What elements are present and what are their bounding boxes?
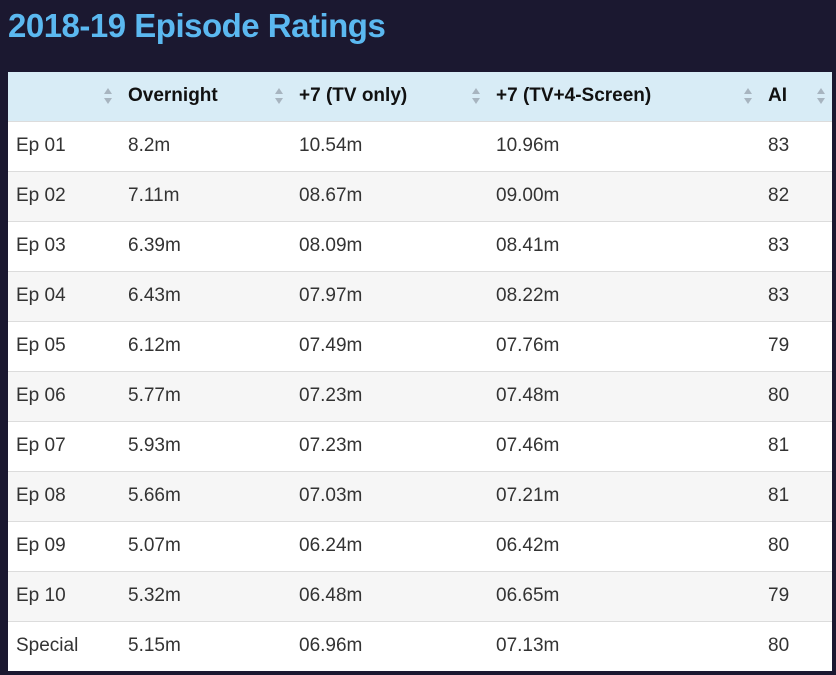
- table-header: Overnight +7 (TV only) +7 (TV+4-Screen): [8, 72, 832, 121]
- plus7-tv-4-screen-cell: 08.41m: [487, 220, 759, 271]
- plus7-tv-only-cell: 07.03m: [290, 470, 487, 521]
- table-row: Ep 06 5.77m 07.23m 07.48m 80: [8, 370, 832, 421]
- ratings-table-container: Overnight +7 (TV only) +7 (TV+4-Screen): [8, 72, 832, 671]
- overnight-cell: 6.39m: [119, 220, 290, 271]
- sort-arrows-icon[interactable]: [274, 86, 284, 106]
- column-header-plus7-tv-4-screen[interactable]: +7 (TV+4-Screen): [487, 72, 759, 121]
- table-row: Ep 04 6.43m 07.97m 08.22m 83: [8, 270, 832, 321]
- table-row: Ep 07 5.93m 07.23m 07.46m 81: [8, 420, 832, 471]
- episode-cell: Ep 09: [8, 520, 119, 571]
- plus7-tv-only-cell: 08.67m: [290, 170, 487, 221]
- table-row: Ep 01 8.2m 10.54m 10.96m 83: [8, 120, 832, 171]
- plus7-tv-only-cell: 06.96m: [290, 620, 487, 671]
- table-body: Ep 01 8.2m 10.54m 10.96m 83 Ep 02 7.11m …: [8, 120, 832, 671]
- plus7-tv-4-screen-cell: 07.21m: [487, 470, 759, 521]
- table-row: Ep 10 5.32m 06.48m 06.65m 79: [8, 570, 832, 621]
- episode-cell: Ep 01: [8, 120, 119, 171]
- ratings-table: Overnight +7 (TV only) +7 (TV+4-Screen): [8, 72, 832, 671]
- table-row: Ep 05 6.12m 07.49m 07.76m 79: [8, 320, 832, 371]
- overnight-cell: 5.93m: [119, 420, 290, 471]
- plus7-tv-only-cell: 06.48m: [290, 570, 487, 621]
- episode-cell: Ep 04: [8, 270, 119, 321]
- plus7-tv-4-screen-cell: 07.48m: [487, 370, 759, 421]
- plus7-tv-only-cell: 07.97m: [290, 270, 487, 321]
- sort-arrows-icon[interactable]: [743, 86, 753, 106]
- overnight-cell: 8.2m: [119, 120, 290, 171]
- ai-cell: 80: [759, 370, 832, 421]
- ai-cell: 83: [759, 270, 832, 321]
- plus7-tv-4-screen-cell: 10.96m: [487, 120, 759, 171]
- column-header-label: Overnight: [128, 85, 218, 107]
- episode-cell: Ep 10: [8, 570, 119, 621]
- table-row: Ep 08 5.66m 07.03m 07.21m 81: [8, 470, 832, 521]
- overnight-cell: 5.15m: [119, 620, 290, 671]
- overnight-cell: 6.12m: [119, 320, 290, 371]
- sort-arrows-icon[interactable]: [816, 86, 826, 106]
- ai-cell: 83: [759, 120, 832, 171]
- overnight-cell: 7.11m: [119, 170, 290, 221]
- ai-cell: 80: [759, 520, 832, 571]
- sort-arrows-icon[interactable]: [103, 86, 113, 106]
- ai-cell: 79: [759, 570, 832, 621]
- plus7-tv-4-screen-cell: 08.22m: [487, 270, 759, 321]
- sort-arrows-icon[interactable]: [471, 86, 481, 106]
- column-header-plus7-tv-only[interactable]: +7 (TV only): [290, 72, 487, 121]
- plus7-tv-only-cell: 10.54m: [290, 120, 487, 171]
- column-header-label: +7 (TV+4-Screen): [496, 85, 652, 107]
- plus7-tv-only-cell: 07.23m: [290, 420, 487, 471]
- plus7-tv-4-screen-cell: 06.42m: [487, 520, 759, 571]
- plus7-tv-4-screen-cell: 06.65m: [487, 570, 759, 621]
- overnight-cell: 6.43m: [119, 270, 290, 321]
- plus7-tv-only-cell: 06.24m: [290, 520, 487, 571]
- column-header-ai[interactable]: AI: [759, 72, 832, 121]
- page-title: 2018-19 Episode Ratings: [8, 7, 386, 44]
- ai-cell: 80: [759, 620, 832, 671]
- episode-cell: Special: [8, 620, 119, 671]
- episode-cell: Ep 02: [8, 170, 119, 221]
- column-header-label: AI: [768, 85, 787, 107]
- header-row: Overnight +7 (TV only) +7 (TV+4-Screen): [8, 72, 832, 121]
- plus7-tv-4-screen-cell: 07.76m: [487, 320, 759, 371]
- ai-cell: 81: [759, 420, 832, 471]
- ai-cell: 83: [759, 220, 832, 271]
- plus7-tv-4-screen-cell: 09.00m: [487, 170, 759, 221]
- overnight-cell: 5.32m: [119, 570, 290, 621]
- episode-cell: Ep 08: [8, 470, 119, 521]
- plus7-tv-4-screen-cell: 07.46m: [487, 420, 759, 471]
- episode-cell: Ep 05: [8, 320, 119, 371]
- table-row: Ep 02 7.11m 08.67m 09.00m 82: [8, 170, 832, 221]
- ai-cell: 79: [759, 320, 832, 371]
- overnight-cell: 5.77m: [119, 370, 290, 421]
- table-row: Special 5.15m 06.96m 07.13m 80: [8, 620, 832, 671]
- column-header-episode[interactable]: [8, 72, 119, 121]
- episode-cell: Ep 03: [8, 220, 119, 271]
- overnight-cell: 5.66m: [119, 470, 290, 521]
- column-header-overnight[interactable]: Overnight: [119, 72, 290, 121]
- column-header-label: +7 (TV only): [299, 85, 408, 107]
- ai-cell: 81: [759, 470, 832, 521]
- plus7-tv-only-cell: 08.09m: [290, 220, 487, 271]
- episode-cell: Ep 07: [8, 420, 119, 471]
- plus7-tv-only-cell: 07.49m: [290, 320, 487, 371]
- table-row: Ep 09 5.07m 06.24m 06.42m 80: [8, 520, 832, 571]
- overnight-cell: 5.07m: [119, 520, 290, 571]
- table-row: Ep 03 6.39m 08.09m 08.41m 83: [8, 220, 832, 271]
- plus7-tv-only-cell: 07.23m: [290, 370, 487, 421]
- episode-cell: Ep 06: [8, 370, 119, 421]
- ai-cell: 82: [759, 170, 832, 221]
- plus7-tv-4-screen-cell: 07.13m: [487, 620, 759, 671]
